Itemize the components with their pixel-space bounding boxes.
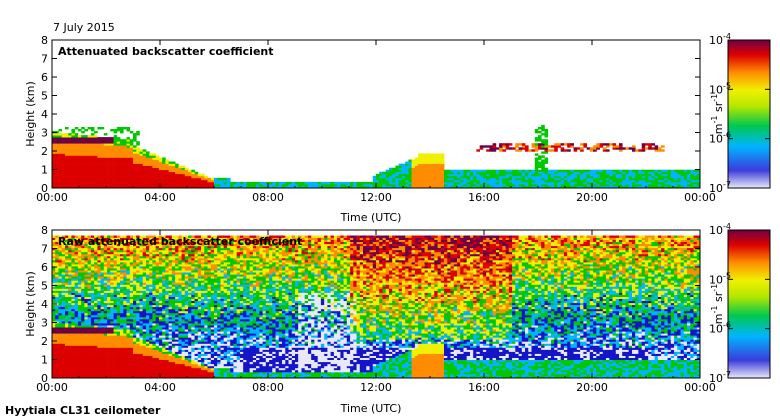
x-axis-label: Time (UTC)	[340, 402, 402, 415]
panel-title: Attenuated backscatter coefficient	[58, 45, 274, 58]
colorbar-tick-label: 10-6	[709, 321, 731, 336]
panel-raw-attenuated-backscatter: 00:00 04:00 08:00 12:00 16:00 20:00 00:0001234…	[24, 222, 771, 415]
colorbar-tick-label: 10-7	[709, 180, 731, 195]
x-tick-label: 16:00	[468, 381, 500, 394]
colorbar-tick-label: 10-6	[709, 131, 731, 146]
colorbar-tick-label: 10-4	[709, 222, 731, 237]
y-tick-label: 8	[41, 224, 48, 237]
y-tick-label: 3	[41, 317, 48, 330]
y-tick-label: 3	[41, 127, 48, 140]
colorbar-unit: m-1 sr-1	[710, 94, 725, 134]
y-tick-label: 2	[41, 335, 48, 348]
panel-attenuated-backscatter: 00:00 04:00 08:00 12:00 16:00 20:00 00:0001234…	[24, 32, 771, 224]
colorbar-ticks: 10-4 10-5 10-6 10-7 m-1 sr-1	[709, 32, 770, 195]
colorbar-tick-label: 10-4	[709, 32, 731, 47]
date-label: 7 July 2015	[53, 21, 115, 34]
x-tick-label: 12:00	[360, 381, 392, 394]
x-tick-label: 00:00	[36, 191, 68, 204]
x-tick-label: 20:00	[576, 191, 608, 204]
y-tick-label: 7	[41, 243, 48, 256]
y-tick-label: 1	[41, 164, 48, 177]
x-tick-label: 12:00	[360, 191, 392, 204]
y-tick-label: 6	[41, 71, 48, 84]
y-tick-label: 4	[41, 108, 48, 121]
y-tick-label: 5	[41, 90, 48, 103]
x-tick-label: 00:00	[36, 381, 68, 394]
heatmap-raw-attenuated	[52, 235, 700, 378]
x-tick-label: 00:00	[684, 381, 716, 394]
instrument-label: Hyytiala CL31 ceilometer	[5, 404, 161, 417]
colorbar-tick-label: 10-7	[709, 370, 731, 385]
y-axis-label: Height (km)	[24, 271, 37, 337]
y-tick-label: 5	[41, 280, 48, 293]
axes-attenuated: 00:00 04:00 08:00 12:00 16:00 20:00 00:0001234…	[36, 34, 716, 204]
x-tick-label: 16:00	[468, 191, 500, 204]
colorbar-ticks: 10-4 10-5 10-6 10-7 m-1 sr-1	[709, 222, 770, 385]
colorbar	[727, 39, 771, 189]
y-tick-label: 4	[41, 298, 48, 311]
y-tick-label: 7	[41, 53, 48, 66]
y-tick-label: 0	[41, 182, 48, 195]
heatmap-attenuated	[52, 124, 700, 188]
axes-raw-attenuated: 00:00 04:00 08:00 12:00 16:00 20:00 00:0001234…	[36, 224, 716, 394]
x-tick-label: 04:00	[144, 191, 176, 204]
y-tick-label: 6	[41, 261, 48, 274]
x-tick-label: 04:00	[144, 381, 176, 394]
x-tick-label: 08:00	[252, 191, 284, 204]
y-tick-label: 8	[41, 34, 48, 47]
y-axis-label: Height (km)	[24, 81, 37, 147]
panel-title: Raw attenuated backscatter coefficient	[58, 235, 302, 248]
x-tick-label: 00:00	[684, 191, 716, 204]
colorbar-unit: m-1 sr-1	[710, 284, 725, 324]
x-tick-label: 08:00	[252, 381, 284, 394]
colorbar-tick-label: 10-5	[709, 271, 731, 286]
y-tick-label: 1	[41, 354, 48, 367]
x-tick-label: 20:00	[576, 381, 608, 394]
colorbar-tick-label: 10-5	[709, 81, 731, 96]
x-axis-label: Time (UTC)	[340, 211, 402, 224]
y-tick-label: 2	[41, 145, 48, 158]
y-tick-label: 0	[41, 372, 48, 385]
colorbar	[727, 229, 771, 379]
